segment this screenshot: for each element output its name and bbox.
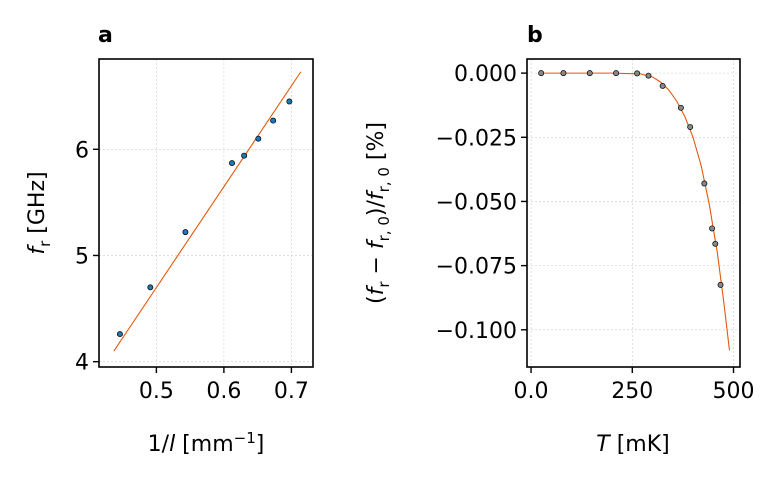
panel-b-points [538, 70, 724, 288]
panel-a-y-axis-label: fr [GHz] [25, 171, 54, 254]
panel-b-data-point [538, 70, 545, 77]
panel-b-data-point [677, 104, 684, 111]
panel-b-x-ticks: 0.0 250 500 [514, 367, 755, 404]
panel-b-y-tick-label: −0.100 [436, 319, 517, 344]
panel-b-data-point [717, 281, 724, 288]
panel-a-data-point [147, 284, 154, 291]
panel-b-data-point [645, 72, 652, 79]
panel-a-y-tick-label: 4 [75, 351, 89, 376]
panel-b-data-point [701, 180, 708, 187]
panel-a-data-point [286, 98, 293, 105]
panel-a-fit-line [113, 71, 302, 352]
panel-b-data-point [659, 82, 666, 89]
panel-a-grid [99, 59, 313, 367]
panel-b-y-tick-label: −0.025 [436, 126, 517, 151]
panel-b-frame [526, 58, 741, 368]
panel-b-x-tick-label: 0.0 [514, 379, 549, 404]
panel-a-frame [98, 58, 314, 368]
panel-b-data-point [613, 70, 620, 77]
panel-b-data-point [634, 70, 641, 77]
panel-b-x-axis-label: T [mK] [596, 432, 669, 457]
panel-b-data-point [712, 240, 719, 247]
panel-a-data-point [241, 152, 248, 159]
panel-a-x-axis-label: 1/l [mm−1] [148, 429, 265, 457]
panel-b-y-axis-label: (fr − fr, 0)/fr, 0 [%] [364, 122, 393, 304]
panel-a-points [116, 98, 293, 338]
panel-a-y-tick-label: 6 [75, 138, 89, 163]
panel-b-data-point [560, 70, 567, 77]
panel-a: a 0.5 0.6 0.7 4 5 6 1/l [mm−1] fr [GHz] [25, 23, 314, 457]
panel-a-x-tick-label: 0.5 [139, 379, 174, 404]
panel-b-x-tick-label: 500 [713, 379, 755, 404]
panel-a-x-ticks: 0.5 0.6 0.7 [139, 367, 309, 404]
panel-b-y-tick-label: −0.075 [436, 255, 517, 280]
panel-a-y-tick-label: 5 [75, 244, 89, 269]
panel-a-x-tick-label: 0.6 [206, 379, 241, 404]
panel-a-data-point [229, 160, 235, 167]
panel-b-y-tick-label: 0.000 [454, 62, 517, 87]
panel-b-y-ticks: 0.000 −0.025 −0.050 −0.075 −0.100 [436, 62, 527, 344]
panel-b-grid [527, 59, 740, 367]
panel-b-label: b [527, 23, 543, 48]
panel-a-data-point [255, 135, 262, 142]
panel-a-x-tick-label: 0.7 [274, 379, 309, 404]
panel-a-data-point [270, 117, 277, 124]
panel-b: b 0.0 250 500 0.000 −0.025 −0.050 −0.075 −0.10… [364, 23, 755, 457]
panel-b-data-point [709, 225, 716, 232]
panel-b-data-point [687, 124, 694, 130]
panel-b-data-point [586, 70, 593, 77]
panel-a-y-ticks: 4 5 6 [75, 138, 99, 376]
panel-b-x-tick-label: 250 [611, 379, 653, 404]
panel-a-data-point [116, 331, 123, 338]
panel-b-y-tick-label: −0.050 [436, 190, 517, 215]
panel-a-label: a [98, 23, 113, 48]
panel-a-data-point [182, 229, 189, 236]
panel-b-fit-curve [541, 72, 731, 351]
